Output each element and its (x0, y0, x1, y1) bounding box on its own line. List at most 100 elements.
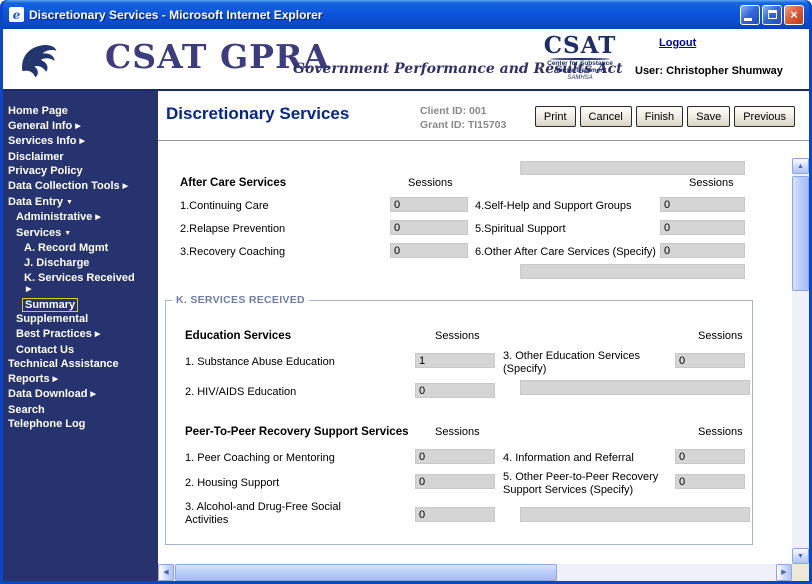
sidebar-item-technical-assistance[interactable]: Technical Assistance (3, 357, 158, 372)
nav-arrow-icon: ▶ (90, 391, 96, 399)
close-button[interactable]: × (784, 4, 804, 25)
save-button[interactable]: Save (687, 106, 731, 127)
field-label: 4.Self-Help and Support Groups (475, 200, 632, 212)
after-care-specify-field[interactable] (520, 264, 745, 279)
scroll-left-button[interactable]: ◀ (158, 564, 174, 581)
sessions-header-left: Sessions (435, 330, 480, 342)
sidebar-item-data-collection-tools[interactable]: Data Collection Tools ▶ (3, 179, 158, 195)
sidebar-item-administrative[interactable]: Administrative ▶ (3, 210, 158, 226)
sidebar-item-telephone-log[interactable]: Telephone Log (3, 417, 158, 432)
page-title: Discretionary Services (166, 104, 350, 123)
field-label: 5.Spiritual Support (475, 223, 566, 235)
sidebar-item-summary[interactable]: Summary (3, 297, 158, 313)
title-bar: e Discretionary Services - Microsoft Int… (3, 0, 809, 29)
sidebar-item-label-selected: Summary (22, 297, 79, 312)
csat-logo-swoosh (550, 58, 610, 61)
sidebar-item-supplemental[interactable]: Supplemental (3, 312, 158, 327)
sidebar-item-label: Home Page (8, 105, 68, 117)
housing-support-input[interactable] (415, 474, 495, 489)
self-help-groups-input[interactable] (660, 197, 745, 212)
sessions-header-left: Sessions (408, 177, 453, 189)
sidebar-item-label: Search (8, 403, 45, 416)
sidebar-item-home-page[interactable]: Home Page (3, 104, 158, 119)
sidebar-item-best-practices[interactable]: Best Practices ▶ (3, 327, 158, 343)
field-label: 2.Relapse Prevention (180, 223, 286, 235)
substance-abuse-education-input[interactable] (415, 353, 495, 368)
action-buttons: Print Cancel Finish Save Previous (534, 106, 795, 127)
sidebar-item-j-discharge[interactable]: J. Discharge (3, 256, 158, 271)
sidebar-item-disclaimer[interactable]: Disclaimer (3, 150, 158, 165)
nav-arrow-icon: ▶ (94, 330, 101, 338)
field-label: 2. Housing Support (185, 477, 280, 489)
sidebar-item-label: Contact Us (16, 343, 75, 356)
sessions-header-left: Sessions (435, 426, 480, 438)
hhs-eagle-logo (15, 36, 61, 87)
scroll-right-button[interactable]: ▶ (776, 564, 792, 581)
horizontal-scrollbar-row: ◀ ▶ (158, 564, 809, 581)
vertical-scrollbar[interactable]: ▲ ▼ (792, 158, 809, 564)
previous-button[interactable]: Previous (734, 106, 795, 127)
continuing-care-input[interactable] (390, 197, 468, 212)
sidebar-item-label: Services Info (8, 135, 77, 148)
sessions-header-right: Sessions (698, 330, 743, 342)
peer-coaching-input[interactable] (415, 449, 495, 464)
sidebar-item-label: Technical Assistance (8, 358, 119, 371)
scrolled-specify-field[interactable] (520, 161, 745, 175)
sidebar-item-label: Supplemental (16, 313, 89, 326)
sidebar-item-k-services-received[interactable]: K. Services Received ▶ (3, 271, 158, 298)
minimize-button[interactable] (740, 4, 760, 25)
print-button[interactable]: Print (534, 106, 576, 127)
sidebar-item-reports[interactable]: Reports ▶ (3, 372, 158, 388)
cancel-button[interactable]: Cancel (579, 106, 632, 127)
field-label: 1.Continuing Care (180, 200, 269, 212)
sidebar-item-services[interactable]: Services ▼ (3, 226, 158, 242)
sidebar-item-data-entry[interactable]: Data Entry ▼ (3, 195, 158, 211)
sidebar-item-label: Administrative (16, 211, 93, 224)
minimize-icon (744, 18, 752, 21)
header-spacer (158, 141, 809, 158)
csat-logo-word: CSAT (543, 32, 617, 59)
alcohol-drug-free-social-input[interactable] (415, 507, 495, 522)
sidebar-nav: Home Page General Info ▶ Services Info ▶ D… (3, 91, 158, 581)
sidebar-item-a-record-mgmt[interactable]: A. Record Mgmt (3, 241, 158, 256)
horizontal-scroll-thumb[interactable] (175, 564, 557, 581)
app-logo-text: CSAT GPRA (105, 37, 330, 76)
sidebar-item-label: Privacy Policy (8, 165, 83, 178)
sidebar-item-privacy-policy[interactable]: Privacy Policy (3, 164, 158, 179)
field-label: 3. Alcohol-and Drug-Free Social Activiti… (185, 501, 341, 526)
field-label: 4. Information and Referral (503, 452, 634, 464)
main-panel: Discretionary Services Client ID: 001 Gr… (158, 91, 809, 581)
vertical-scroll-thumb[interactable] (792, 176, 809, 291)
other-peer-recovery-input[interactable] (675, 474, 745, 489)
field-label: 3.Recovery Coaching (180, 246, 286, 258)
scroll-up-button[interactable]: ▲ (792, 158, 809, 174)
field-label: 3. Other Education Services (Specify) (503, 350, 640, 375)
maximize-button[interactable] (762, 4, 782, 25)
scroll-down-button[interactable]: ▼ (792, 548, 809, 564)
spiritual-support-input[interactable] (660, 220, 745, 235)
sidebar-item-label: Disclaimer (8, 150, 64, 163)
recovery-coaching-input[interactable] (390, 243, 468, 258)
content-row: After Care Services Sessions Sessions 1.… (158, 158, 809, 564)
other-education-services-input[interactable] (675, 353, 745, 368)
sidebar-item-label: Data Download (8, 388, 88, 401)
sidebar-item-data-download[interactable]: Data Download ▶ (3, 387, 158, 403)
information-referral-input[interactable] (675, 449, 745, 464)
nav-arrow-icon: ▶ (79, 138, 85, 146)
sidebar-item-services-info[interactable]: Services Info ▶ (3, 134, 158, 150)
sidebar-item-search[interactable]: Search (3, 403, 158, 418)
app-header: CSAT GPRA Government Performance and Res… (3, 29, 809, 91)
sidebar-item-contact-us[interactable]: Contact Us (3, 343, 158, 358)
field-label: 2. HIV/AIDS Education (185, 386, 297, 398)
horizontal-scrollbar[interactable]: ◀ ▶ (158, 564, 792, 581)
nav-arrow-icon: ▼ (64, 229, 72, 237)
hiv-aids-education-input[interactable] (415, 383, 495, 398)
relapse-prevention-input[interactable] (390, 220, 468, 235)
peer-specify-field[interactable] (520, 507, 750, 522)
sessions-header-right: Sessions (698, 426, 743, 438)
logout-link[interactable]: Logout (659, 37, 697, 49)
education-specify-field[interactable] (520, 380, 750, 395)
finish-button[interactable]: Finish (635, 106, 684, 127)
other-after-care-input[interactable] (660, 243, 745, 258)
sidebar-item-general-info[interactable]: General Info ▶ (3, 119, 158, 135)
